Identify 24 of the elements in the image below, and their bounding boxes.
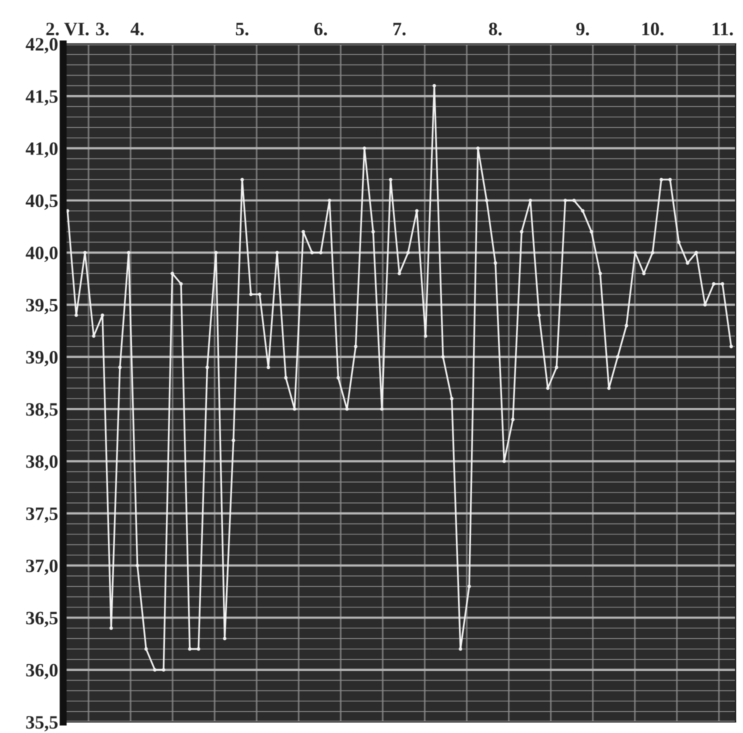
x-tick-label: 5. — [236, 22, 248, 36]
y-tick-label: 36,5 — [26, 612, 58, 628]
y-tick-label: 41,0 — [26, 142, 58, 158]
x-tick-label: 10. — [642, 22, 664, 36]
y-tick-label: 39,5 — [26, 298, 58, 314]
x-tick-label: 4. — [130, 22, 144, 36]
x-tick-label: 2. VI. — [46, 22, 89, 36]
x-tick-label: 6. — [314, 22, 327, 36]
y-tick-label: 38,0 — [26, 455, 58, 471]
y-tick-label: 38,5 — [26, 403, 58, 418]
y-tick-label: 37,0 — [26, 560, 58, 575]
y-tick-label: 42,0 — [26, 38, 58, 54]
y-tick-label: 41,5 — [26, 90, 58, 106]
y-tick-label: 35,5 — [26, 716, 58, 732]
y-tick-label: 36,0 — [26, 664, 58, 680]
x-tick-label: 11. — [712, 22, 733, 36]
y-tick-label: 37,5 — [26, 507, 58, 523]
x-tick-label: 9. — [576, 22, 589, 36]
x-tick-label: 8. — [489, 22, 502, 36]
x-tick-label: 3. — [96, 22, 109, 36]
y-tick-label: 40,0 — [26, 246, 58, 262]
x-tick-label: 7. — [393, 22, 406, 36]
y-tick-label: 39,0 — [26, 350, 58, 366]
y-tick-label: 40,5 — [26, 194, 58, 210]
